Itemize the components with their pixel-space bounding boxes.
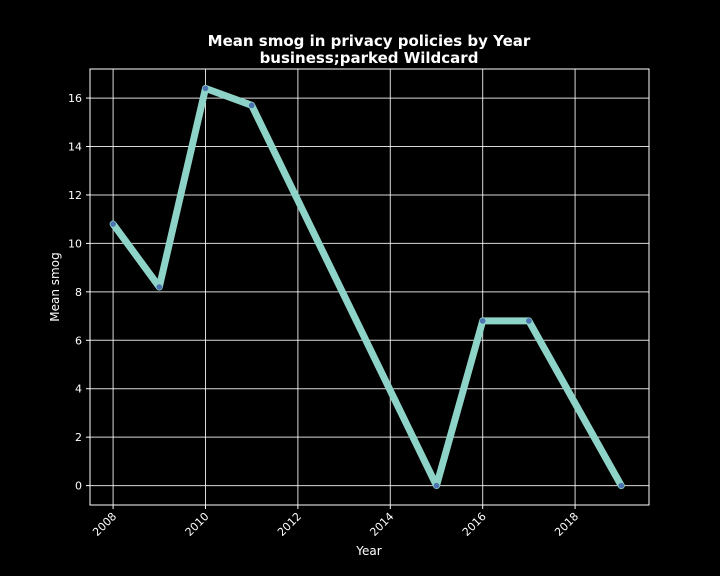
- data-point: [618, 482, 625, 489]
- data-point: [110, 221, 116, 227]
- data-point: [479, 318, 486, 324]
- x-tick-label: 2018: [552, 510, 581, 539]
- y-tick-label: 10: [68, 237, 82, 250]
- tick-layer: 2008 2010 2012 2014 2016 2018 0 2 4 6 8 10 12 14 16: [68, 92, 581, 539]
- y-tick-label: 0: [75, 480, 82, 493]
- chart-title: Mean smog in privacy policies by Year: [208, 32, 531, 50]
- x-tick-label: 2014: [367, 510, 396, 539]
- y-tick-label: 8: [75, 286, 82, 299]
- x-tick-label: 2012: [275, 510, 304, 539]
- y-tick-label: 14: [68, 141, 82, 154]
- y-axis-label: Mean smog: [48, 252, 62, 321]
- x-axis-label: Year: [355, 544, 381, 558]
- y-tick-label: 2: [75, 431, 82, 444]
- plot-frame: [89, 68, 650, 506]
- x-tick-label: 2010: [183, 510, 212, 539]
- grid-layer: [90, 69, 649, 505]
- series-line: [109, 84, 625, 490]
- data-point: [156, 284, 163, 290]
- data-point: [433, 482, 440, 489]
- x-tick-label: 2016: [460, 510, 489, 539]
- y-tick-label: 16: [68, 92, 82, 105]
- data-point: [202, 85, 209, 92]
- series-layer: [109, 84, 625, 490]
- chart-subtitle: business;parked Wildcard: [260, 49, 479, 67]
- data-point: [248, 102, 255, 109]
- x-tick-label: 2008: [90, 510, 119, 539]
- y-tick-label: 4: [75, 383, 82, 396]
- data-point: [526, 318, 532, 324]
- y-tick-label: 6: [75, 334, 82, 347]
- y-tick-label: 12: [68, 189, 82, 202]
